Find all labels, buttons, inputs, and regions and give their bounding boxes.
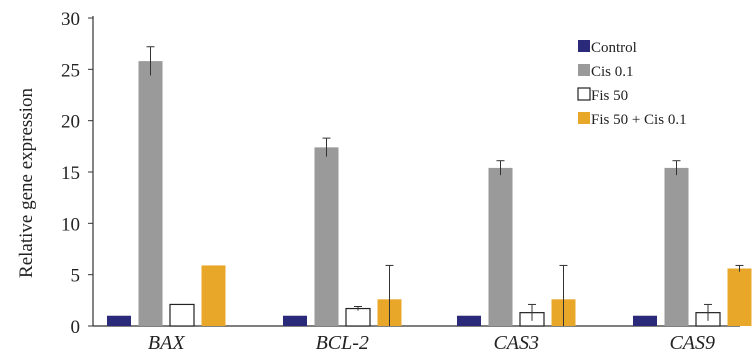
y-tick-label: 10 xyxy=(61,214,80,235)
error-bars xyxy=(146,46,744,326)
bar-fis-50-bax xyxy=(169,303,195,327)
y-tick-label: 0 xyxy=(71,317,81,338)
chart-legend: Control Cis 0.1 Fis 50 Fis 50 + Cis 0.1 xyxy=(577,40,687,128)
x-axis-categories: BAX BCL-2 CAS3 CAS9 xyxy=(148,332,715,354)
bar-fis-50-cis-0-1-cas9 xyxy=(727,268,752,326)
y-tick-label: 15 xyxy=(61,163,80,184)
legend-swatch xyxy=(578,112,590,124)
y-tick-label: 5 xyxy=(71,266,81,287)
bar-control-bax xyxy=(107,315,131,326)
bar-cis-0-1-cas3 xyxy=(488,167,513,326)
x-category-label: BCL-2 xyxy=(316,332,369,354)
bar-cis-0-1-cas9 xyxy=(664,167,689,326)
bar-fis-50-bcl-2 xyxy=(345,307,371,327)
bar-cis-0-1-bax xyxy=(138,61,163,327)
legend-swatch xyxy=(578,64,590,76)
bar-cis-0-1-bcl-2 xyxy=(314,147,339,326)
legend-swatch xyxy=(578,40,590,52)
x-category-label: CAS9 xyxy=(669,332,715,354)
bar-control-bcl-2 xyxy=(283,315,307,326)
y-axis-ticks: 0 5 10 15 20 25 30 xyxy=(61,9,93,338)
legend-swatch xyxy=(577,87,591,101)
x-category-label: BAX xyxy=(148,332,185,354)
legend-label: Fis 50 + Cis 0.1 xyxy=(591,112,687,128)
bar-series xyxy=(107,61,752,327)
chart-axes xyxy=(92,16,740,327)
bar-fis-50-cis-0-1-bax xyxy=(201,265,226,326)
bar-control-cas9 xyxy=(633,315,657,326)
legend-label: Fis 50 xyxy=(591,88,628,104)
legend-label: Control xyxy=(591,40,637,56)
y-tick-label: 20 xyxy=(61,112,80,133)
bar-control-cas3 xyxy=(457,315,481,326)
x-category-label: CAS3 xyxy=(493,332,539,354)
y-axis-title: Relative gene expression xyxy=(16,88,37,278)
y-tick-label: 25 xyxy=(61,60,80,81)
legend-label: Cis 0.1 xyxy=(591,64,634,80)
y-tick-label: 30 xyxy=(61,9,80,30)
